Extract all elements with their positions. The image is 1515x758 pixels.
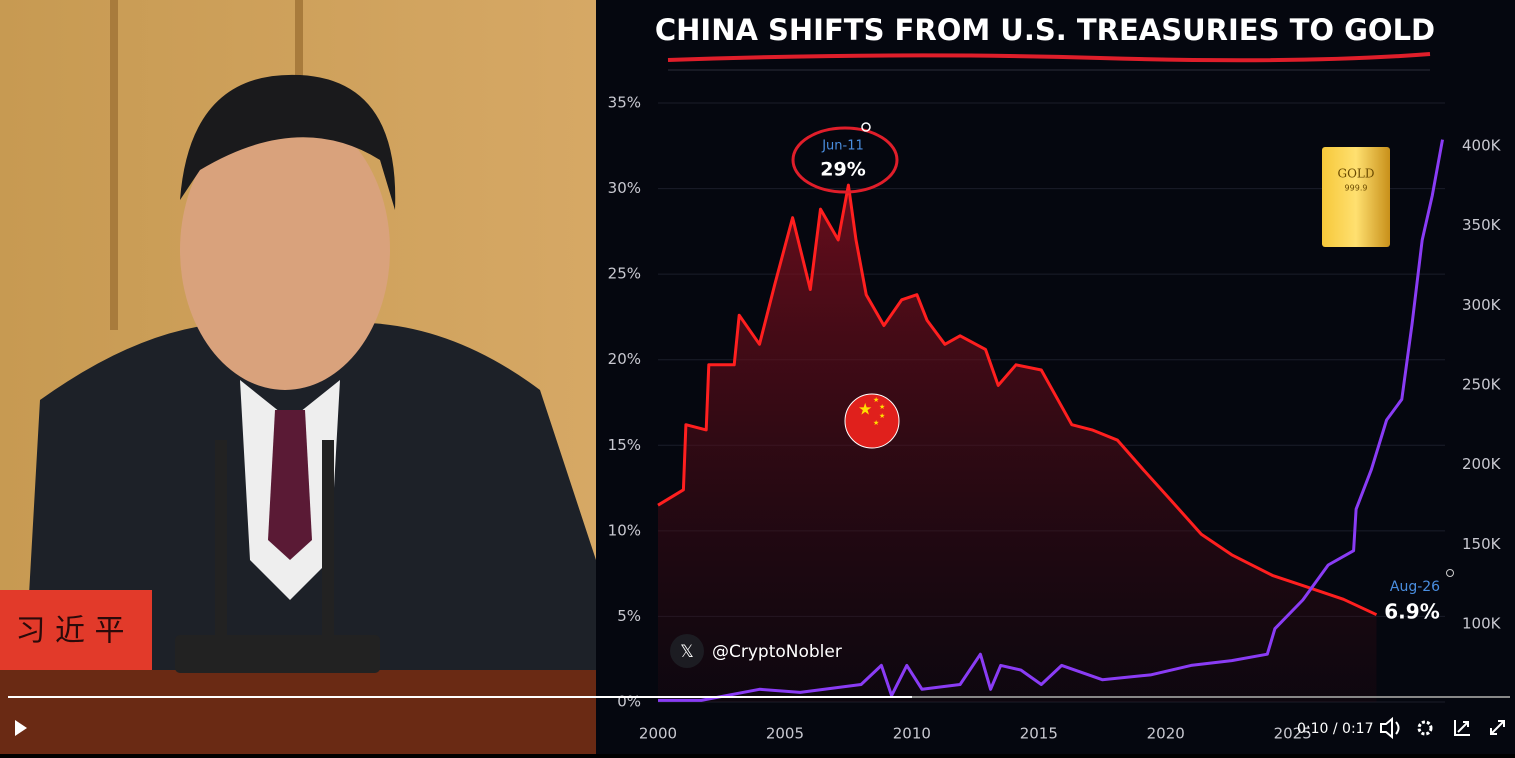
peak-date: Jun-11 [821,139,864,154]
nameplate: 习 近 平 [15,614,124,649]
x-logo [670,634,704,668]
area [658,185,1377,703]
x-logo-glyph: 𝕏 [680,642,694,662]
volume-button[interactable] [1380,716,1400,740]
svg-text:★: ★ [873,419,879,427]
last-value: 6.9% [1384,600,1439,624]
time: 0:10 / 0:17 [1297,721,1374,737]
title-underline [667,52,1431,63]
y-tick-label: 5% [617,607,641,625]
speaker-photo: 习 近 平 [0,0,596,754]
popout-button[interactable] [1454,720,1470,736]
peak-value: 29% [820,159,865,181]
y2-tick-label: 350K [1462,216,1502,234]
y2-tick-label: 150K [1462,535,1502,553]
handle: @CryptoNobler [712,642,842,662]
controls: 0:10 / 0:17 [8,696,1510,740]
china-flag: ★ ★★ ★★ [844,393,900,449]
settings-button[interactable] [1417,720,1433,736]
x-tick-label: 2005 [766,725,804,743]
x-tick-label: 2020 [1147,725,1185,743]
gold-purity: 999.9 [1345,184,1368,193]
y-tick-label: 25% [608,265,641,283]
y2-tick-label: 200K [1462,455,1502,473]
line [658,139,1444,702]
chart-title: CHINA SHIFTS FROM U.S. TREASURIES TO GOL… [655,13,1435,47]
y-tick-label: 20% [608,350,641,368]
y2-tick-label: 400K [1462,137,1502,155]
y2-tick-label: 100K [1462,614,1502,632]
y-tick-label: 35% [608,94,641,112]
plot: 0% 5% 10% 15% 20% 25% 30% 35% 100K 150K 200K 250K 30… [608,94,1502,743]
y-tick-label: 15% [608,436,641,454]
last-date: Aug-26 [1390,579,1440,595]
gold-bar: GOLD 999.9 [1322,147,1390,247]
svg-text:★: ★ [879,403,885,411]
svg-text:★: ★ [858,400,872,419]
cursor-dot [1446,569,1454,577]
y2-tick-label: 250K [1462,375,1502,393]
svg-text:★: ★ [879,412,885,420]
x-tick-label: 2015 [1020,725,1058,743]
play-button[interactable] [15,720,27,736]
y-tick-label: 0% [617,693,641,711]
fullscreen-button[interactable] [1490,720,1505,735]
y-tick-label: 30% [608,179,641,197]
x-tick-label: 2000 [639,725,677,743]
x-tick-label: 2010 [893,725,931,743]
line [657,183,1378,617]
gold-label: GOLD [1337,167,1374,181]
peak-circle [791,126,899,194]
y2-tick-label: 300K [1462,296,1502,314]
y-tick-label: 10% [608,521,641,539]
svg-text:★: ★ [873,396,879,404]
x-tick-label: 2025 [1274,725,1312,743]
cursor-dot [861,122,871,132]
